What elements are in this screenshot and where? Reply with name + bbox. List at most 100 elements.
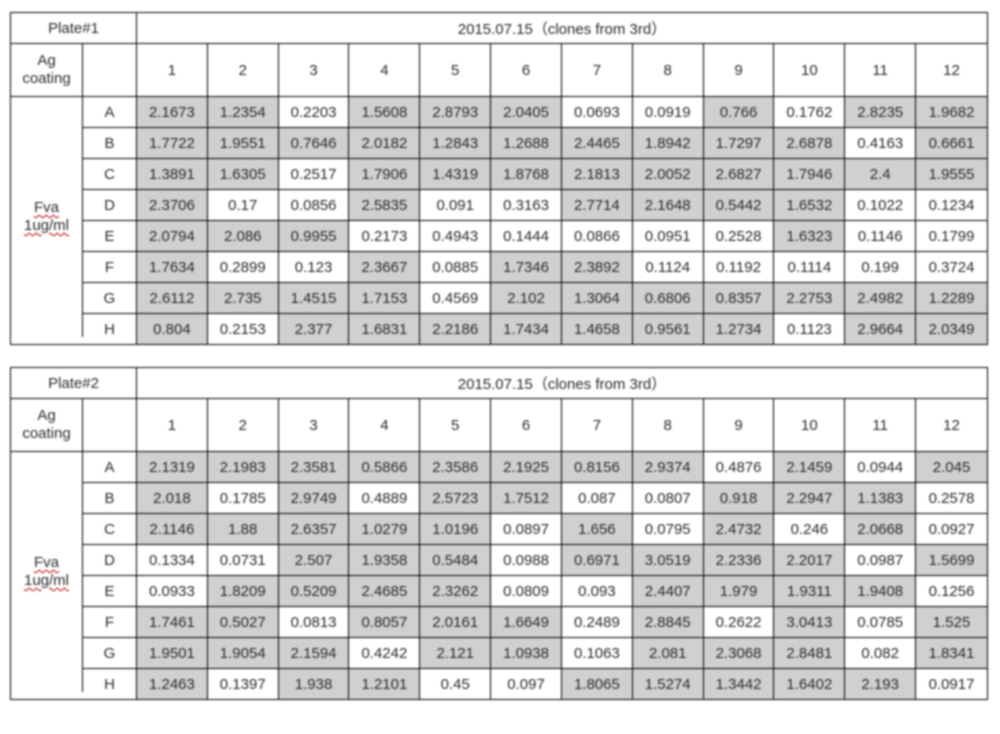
column-header-block: Agcoating123456789101112 bbox=[11, 399, 987, 452]
fva-label: Fva1ug/ml bbox=[11, 452, 83, 692]
data-cell: 1.8942 bbox=[633, 128, 704, 158]
data-cell: 2.2186 bbox=[420, 314, 491, 344]
data-cell: 2.121 bbox=[420, 638, 491, 668]
data-cell: 1.4515 bbox=[279, 283, 350, 313]
data-cell: 0.2517 bbox=[279, 159, 350, 189]
data-cell: 0.9561 bbox=[633, 314, 704, 344]
column-number-row: 123456789101112 bbox=[83, 399, 987, 451]
data-cell: 2.6827 bbox=[704, 159, 775, 189]
data-cell: 0.4889 bbox=[349, 483, 420, 513]
data-row: H1.24630.13971.9381.21010.450.0971.80651… bbox=[83, 669, 987, 699]
data-cell: 0.6971 bbox=[562, 545, 633, 575]
data-cell: 0.5027 bbox=[208, 607, 279, 637]
data-cell: 2.0052 bbox=[633, 159, 704, 189]
column-header: 6 bbox=[491, 44, 562, 96]
data-cell: 2.2753 bbox=[774, 283, 845, 313]
data-cell: 0.0731 bbox=[208, 545, 279, 575]
data-cell: 0.0785 bbox=[845, 607, 916, 637]
data-cell: 2.9374 bbox=[633, 452, 704, 482]
data-cell: 2.9664 bbox=[845, 314, 916, 344]
data-cell: 2.8845 bbox=[633, 607, 704, 637]
data-cell: 2.3262 bbox=[420, 576, 491, 606]
data-cell: 0.5484 bbox=[420, 545, 491, 575]
row-label: F bbox=[83, 607, 137, 637]
data-cell: 1.525 bbox=[916, 607, 987, 637]
data-row: D0.13340.07312.5071.93580.54840.09880.69… bbox=[83, 545, 987, 576]
data-cell: 2.0405 bbox=[491, 97, 562, 127]
data-cell: 1.2734 bbox=[704, 314, 775, 344]
data-cell: 0.1762 bbox=[774, 97, 845, 127]
data-cell: 2.1983 bbox=[208, 452, 279, 482]
data-row: H0.8040.21532.3771.68312.21861.74341.465… bbox=[83, 314, 987, 344]
column-header: 1 bbox=[137, 399, 208, 451]
data-cell: 2.4982 bbox=[845, 283, 916, 313]
column-header: 8 bbox=[633, 44, 704, 96]
data-cell: 2.3586 bbox=[420, 452, 491, 482]
data-cell: 2.377 bbox=[279, 314, 350, 344]
column-header: 3 bbox=[279, 399, 350, 451]
data-cell: 1.7346 bbox=[491, 252, 562, 282]
data-cell: 1.2843 bbox=[420, 128, 491, 158]
column-header: 5 bbox=[420, 399, 491, 451]
data-cell: 1.3442 bbox=[704, 669, 775, 699]
data-cell: 1.2289 bbox=[916, 283, 987, 313]
data-cell: 0.0919 bbox=[633, 97, 704, 127]
data-row: C2.11461.882.63571.02791.01960.08971.656… bbox=[83, 514, 987, 545]
data-cell: 2.4685 bbox=[349, 576, 420, 606]
data-cell: 0.1063 bbox=[562, 638, 633, 668]
data-cell: 1.2688 bbox=[491, 128, 562, 158]
data-cell: 0.3163 bbox=[491, 190, 562, 220]
blank-cell bbox=[83, 399, 137, 451]
data-row: F1.74610.50270.08130.80572.01611.66490.2… bbox=[83, 607, 987, 638]
plate-date-header: 2015.07.15（clones from 3rd） bbox=[137, 368, 987, 398]
data-cell: 0.766 bbox=[704, 97, 775, 127]
data-cell: 0.1114 bbox=[774, 252, 845, 282]
data-cell: 1.656 bbox=[562, 514, 633, 544]
data-cell: 0.0988 bbox=[491, 545, 562, 575]
row-label: G bbox=[83, 638, 137, 668]
data-cell: 0.0813 bbox=[279, 607, 350, 637]
data-cell: 2.2336 bbox=[704, 545, 775, 575]
data-cell: 0.0987 bbox=[845, 545, 916, 575]
data-cell: 0.199 bbox=[845, 252, 916, 282]
data-cell: 0.17 bbox=[208, 190, 279, 220]
row-label: C bbox=[83, 159, 137, 189]
plate-title: Plate#2 bbox=[11, 368, 137, 398]
data-cell: 2.8481 bbox=[774, 638, 845, 668]
data-block: Fva1ug/mlA2.16731.23540.22031.56082.8793… bbox=[11, 97, 987, 345]
data-cell: 0.1022 bbox=[845, 190, 916, 220]
data-row: G2.61122.7351.45151.71530.45692.1021.306… bbox=[83, 283, 987, 314]
data-cell: 1.0196 bbox=[420, 514, 491, 544]
data-cell: 0.2528 bbox=[704, 221, 775, 251]
column-header: 8 bbox=[633, 399, 704, 451]
data-cell: 2.2947 bbox=[774, 483, 845, 513]
data-cell: 1.4319 bbox=[420, 159, 491, 189]
data-cell: 2.7714 bbox=[562, 190, 633, 220]
data-cell: 1.7434 bbox=[491, 314, 562, 344]
data-cell: 2.045 bbox=[916, 452, 987, 482]
data-cell: 1.9408 bbox=[845, 576, 916, 606]
data-row: A2.16731.23540.22031.56082.87932.04050.0… bbox=[83, 97, 987, 128]
data-row: E0.09331.82090.52092.46852.32620.08090.0… bbox=[83, 576, 987, 607]
row-label: D bbox=[83, 190, 137, 220]
data-cell: 1.8209 bbox=[208, 576, 279, 606]
data-cell: 0.087 bbox=[562, 483, 633, 513]
fva-label: Fva1ug/ml bbox=[11, 97, 83, 337]
column-header: 12 bbox=[916, 44, 987, 96]
column-number-row: 123456789101112 bbox=[83, 44, 987, 96]
data-cell: 1.7512 bbox=[491, 483, 562, 513]
blank-cell bbox=[83, 44, 137, 96]
column-header: 9 bbox=[704, 44, 775, 96]
data-cell: 2.1459 bbox=[774, 452, 845, 482]
data-cell: 0.2489 bbox=[562, 607, 633, 637]
data-cell: 0.3724 bbox=[916, 252, 987, 282]
data-row: F1.76340.28990.1232.36670.08851.73462.38… bbox=[83, 252, 987, 283]
data-cell: 0.2899 bbox=[208, 252, 279, 282]
data-cell: 0.2622 bbox=[704, 607, 775, 637]
row-label: B bbox=[83, 483, 137, 513]
data-cell: 1.9358 bbox=[349, 545, 420, 575]
data-row: B1.77221.95510.76462.01821.28431.26882.4… bbox=[83, 128, 987, 159]
plate-table: Plate#12015.07.15（clones from 3rd）Agcoat… bbox=[10, 12, 988, 345]
data-cell: 0.0927 bbox=[916, 514, 987, 544]
data-cell: 0.1444 bbox=[491, 221, 562, 251]
